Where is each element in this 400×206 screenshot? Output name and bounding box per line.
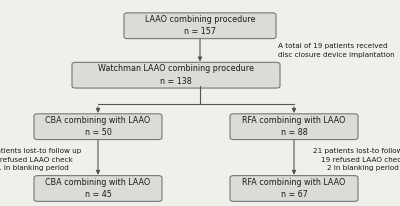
FancyBboxPatch shape [34,176,162,201]
Text: CBA combining with LAAO
n = 45: CBA combining with LAAO n = 45 [45,178,151,199]
Text: 21 patients lost-to follow up
19 refused LAAO check
2 in blanking period: 21 patients lost-to follow up 19 refused… [313,148,400,171]
Text: RFA combining with LAAO
n = 88: RFA combining with LAAO n = 88 [242,116,346,137]
FancyBboxPatch shape [72,62,280,88]
Text: A total of 19 patients received
disc closure device implantation: A total of 19 patients received disc clo… [278,43,395,58]
FancyBboxPatch shape [230,114,358,140]
Text: LAAO combining procedure
n = 157: LAAO combining procedure n = 157 [145,15,255,36]
Text: RFA combining with LAAO
n = 67: RFA combining with LAAO n = 67 [242,178,346,199]
Text: 5 patients lost-to follow up
4 refused LAAO check
1 in blanking period: 5 patients lost-to follow up 4 refused L… [0,148,81,171]
Text: Watchman LAAO combining procedure
n = 138: Watchman LAAO combining procedure n = 13… [98,64,254,86]
FancyBboxPatch shape [124,13,276,39]
FancyBboxPatch shape [230,176,358,201]
FancyBboxPatch shape [34,114,162,140]
Text: CBA combining with LAAO
n = 50: CBA combining with LAAO n = 50 [45,116,151,137]
